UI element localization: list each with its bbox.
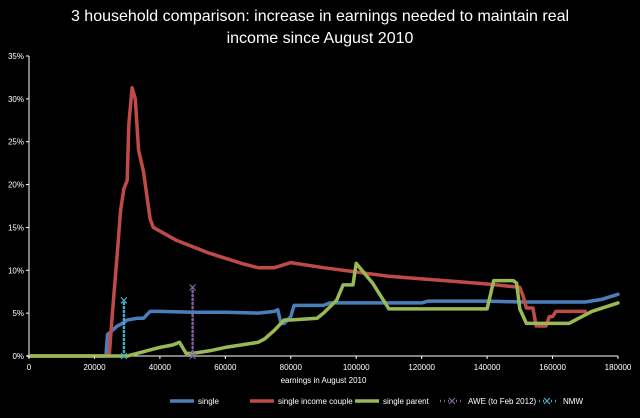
legend-label: NMW [563,397,583,406]
x-tick-label: 40000 [149,363,172,372]
chart-title-line-2: income since August 2010 [226,30,414,47]
series-marker-4-1 [120,296,128,304]
marker-stroke [120,296,128,304]
legend-item-4: NMW [535,397,583,406]
marker-stroke [120,352,128,360]
chart-series [27,85,620,360]
legend-label: single income couple [278,397,353,406]
series-marker-3-1 [189,284,197,291]
y-tick-label: 0% [12,352,24,361]
legend-item-0: single [170,397,219,406]
legend-marker [543,397,551,405]
marker-stroke [189,352,197,360]
chart-title: 3 household comparison: increase in earn… [0,6,640,50]
legend-item-3: AWE (to Feb 2012) [440,397,537,406]
x-axis-label: earnings in August 2010 [281,376,367,385]
x-tick-label: 180000 [605,363,632,372]
x-tick-label: 140000 [474,363,501,372]
series-line-0 [27,292,620,358]
legend-label: AWE (to Feb 2012) [468,397,537,406]
chart-ticks: 0% 5% 10% 15% 20% 25% 30% 35% 0 20000 40000 60000 80… [8,52,632,372]
legend-item-1: single income couple [250,397,353,406]
y-tick-label: 30% [8,95,24,104]
series-line-2 [27,261,620,358]
chart-title-line-1: 3 household comparison: increase in earn… [70,8,570,25]
x-tick-label: 120000 [408,363,435,372]
legend-label: single [198,397,219,406]
x-tick-label: 0 [27,363,32,372]
legend-marker [448,397,456,405]
legend-label: single parent [383,397,430,406]
y-tick-label: 20% [8,181,24,190]
x-tick-label: 60000 [214,363,237,372]
y-tick-label: 25% [8,138,24,147]
y-tick-label: 5% [12,309,24,318]
marker-stroke [189,284,197,291]
series-marker-3-0 [189,352,197,360]
series-line-1 [27,85,588,358]
x-tick-label: 20000 [83,363,106,372]
y-tick-label: 35% [8,52,24,61]
y-tick-label: 10% [8,266,24,275]
chart-legend: single single income couple single parent A… [170,397,583,406]
series-marker-4-0 [120,352,128,360]
y-tick-label: 15% [8,223,24,232]
x-tick-label: 160000 [539,363,566,372]
legend-item-2: single parent [355,397,430,406]
x-tick-label: 80000 [280,363,303,372]
x-tick-label: 100000 [343,363,370,372]
